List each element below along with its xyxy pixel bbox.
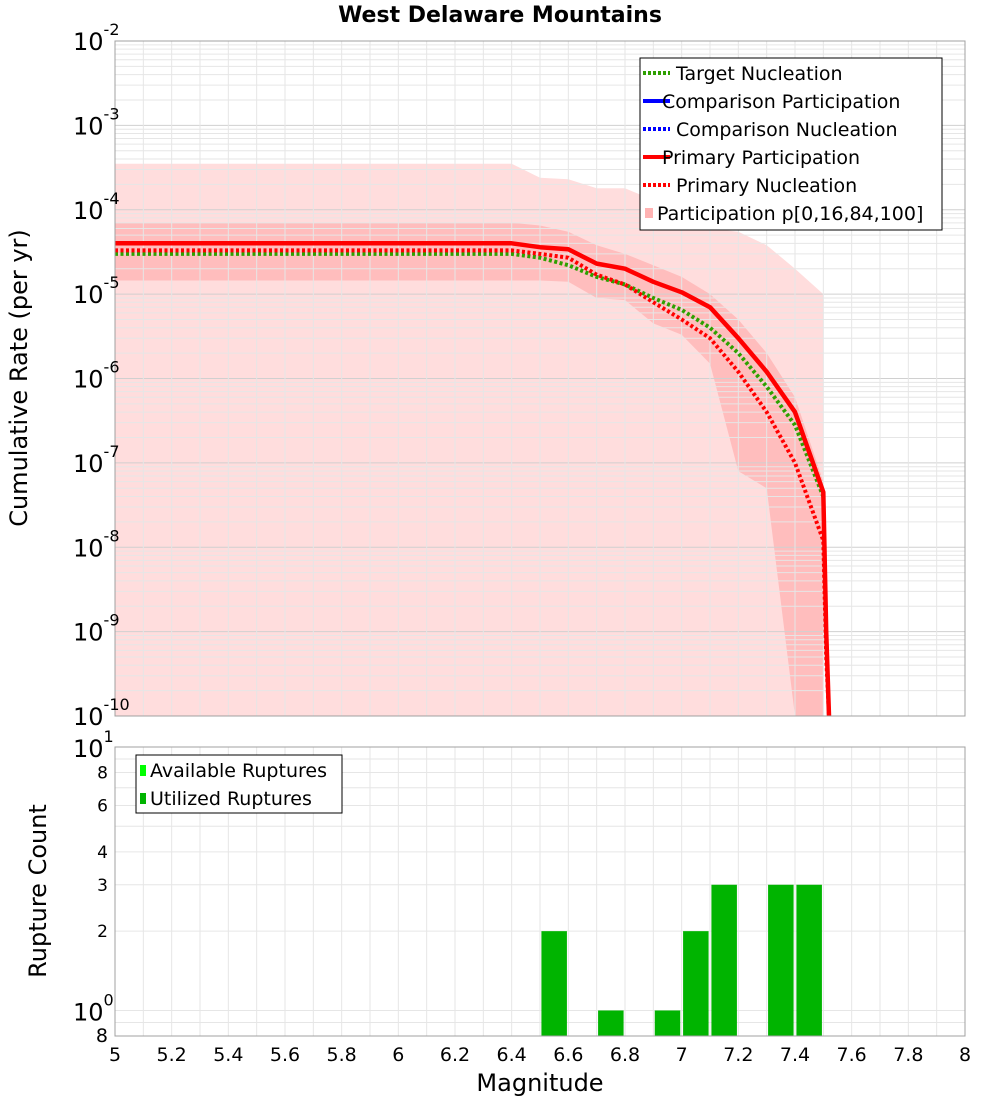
bar-utilized-ruptures [654, 1010, 681, 1036]
y-minor-tick-label: 8 [97, 764, 108, 784]
y-tick-label: 10-9 [73, 611, 120, 647]
rate-plot-frame [114, 40, 966, 717]
band-p-16-84- [115, 222, 824, 717]
y-tick-label: 100 [73, 990, 114, 1026]
x-tick-label: 6 [392, 1044, 404, 1066]
y-minor-tick-label: 6 [97, 796, 108, 816]
series-target-nucleation [115, 251, 826, 498]
x-tick-label: 5 [109, 1044, 121, 1066]
bar-utilized-ruptures [683, 931, 709, 1036]
bar-utilized-ruptures [768, 884, 794, 1036]
bar-utilized-ruptures [711, 884, 737, 1036]
rate-legend: Target Nucleation Comparison Participatio… [639, 57, 943, 231]
count-y-axis-label: Rupture Count [24, 804, 52, 978]
legend-label: Target Nucleation [675, 63, 843, 85]
legend-label: Comparison Participation [662, 91, 900, 113]
y-minor-tick-label: 4 [97, 843, 108, 863]
legend-swatch [645, 208, 653, 218]
rate-y-axis-ticks: 10-2 10-3 10-4 10-5 10-6 10-7 10-8 10-9 10-10 [73, 20, 130, 731]
x-tick-label: 5.8 [327, 1044, 357, 1066]
x-tick-label: 5.6 [270, 1044, 300, 1066]
y-minor-tick-label: 3 [97, 876, 108, 896]
rate-series-lines [115, 241, 832, 717]
y-tick-label: 10-2 [73, 20, 120, 56]
bar-utilized-ruptures [598, 1010, 624, 1036]
y-tick-label: 101 [73, 727, 114, 763]
legend-label: Participation p[0,16,84,100] [657, 203, 923, 225]
y-tick-label: 10-5 [73, 273, 120, 309]
count-plot-frame [114, 746, 966, 1037]
x-tick-label: 6.6 [553, 1044, 583, 1066]
legend-label: Primary Nucleation [676, 175, 857, 197]
x-tick-label: 6.4 [497, 1044, 527, 1066]
count-legend: Available Ruptures Utilized Ruptures [135, 754, 343, 814]
x-tick-label: 5.4 [213, 1044, 243, 1066]
rate-plot: 10-2 10-3 10-4 10-5 10-6 10-7 10-8 10-9 10-10 Cu… [5, 20, 966, 731]
x-tick-label: 5.2 [157, 1044, 187, 1066]
legend-label: Primary Participation [662, 147, 860, 169]
x-tick-label: 6.8 [610, 1044, 640, 1066]
magnitude-x-axis-ticks: 5 5.2 5.4 5.6 5.8 6 6.2 6.4 6.6 6.8 7 7.2 7.4 7.6 7.8 8 [109, 1044, 971, 1066]
x-tick-label: 7.2 [723, 1044, 753, 1066]
x-tick-label: 8 [959, 1044, 971, 1066]
rate-legend-box [639, 57, 943, 231]
legend-label: Available Ruptures [150, 760, 327, 782]
series-primary-nucleation [115, 248, 831, 717]
legend-label: Comparison Nucleation [676, 119, 898, 141]
y-tick-label: 10-8 [73, 526, 120, 562]
y-minor-tick-label: 8 [96, 1025, 108, 1047]
x-tick-label: 7 [676, 1044, 688, 1066]
y-tick-label: 10-7 [73, 442, 120, 478]
y-minor-tick-label: 2 [97, 922, 108, 942]
bar-utilized-ruptures [541, 931, 567, 1036]
x-tick-label: 7.4 [780, 1044, 810, 1066]
x-tick-label: 7.8 [893, 1044, 923, 1066]
x-tick-label: 6.2 [440, 1044, 470, 1066]
participation-bands [115, 163, 824, 717]
legend-swatch [140, 765, 146, 776]
chart-title: West Delaware Mountains [338, 3, 662, 28]
x-tick-label: 7.6 [837, 1044, 867, 1066]
rate-y-axis-label: Cumulative Rate (per yr) [5, 229, 33, 527]
y-tick-label: 10-3 [73, 104, 120, 140]
legend-label: Utilized Ruptures [150, 788, 312, 810]
y-tick-label: 10-4 [73, 189, 120, 225]
y-tick-label: 10-6 [73, 358, 120, 394]
legend-swatch [140, 793, 146, 804]
y-tick-label: 10-10 [73, 695, 130, 731]
count-bars [541, 884, 822, 1036]
count-legend-box [135, 754, 343, 814]
series-primary-participation [115, 241, 832, 717]
x-axis-label: Magnitude [476, 1069, 603, 1097]
bar-utilized-ruptures [796, 884, 822, 1036]
